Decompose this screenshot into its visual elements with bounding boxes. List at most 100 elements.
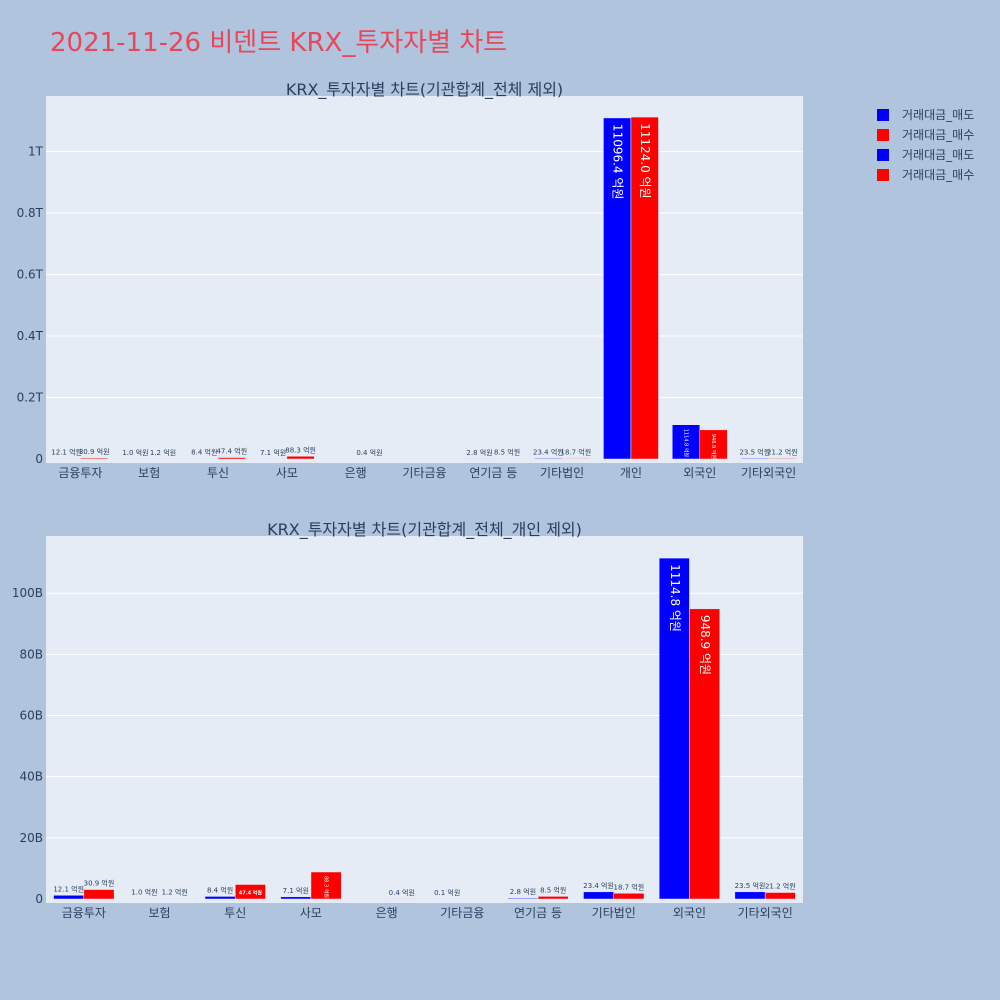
bar-sell [603,117,632,460]
y-tick-label: 100B [12,586,43,600]
y-tick-label: 60B [19,709,43,723]
x-tick-label: 사모 [300,906,322,920]
data-label: 11096.4 억원 [611,124,625,200]
data-label: 23.5 억원 [735,881,766,890]
x-tick-label: 투신 [207,466,229,480]
x-tick-label: 개인 [620,466,642,480]
x-tick-label: 금융투자 [58,466,102,480]
data-label: 2.8 억원 [466,448,492,457]
y-tick-label: 0 [35,452,43,466]
bar-buy [613,893,645,900]
data-label: 47.4 억원 [216,447,247,456]
bar-buy [630,116,659,460]
bar-sell [507,897,539,900]
data-label: 21.2 억원 [765,882,796,891]
chart-title: KRX_투자자별 차트(기관합계_전체 제외) [286,80,563,100]
bar-sell [53,895,85,900]
bar-buy [699,429,728,460]
page-title: 2021-11-26 비덴트 KRX_투자자별 차트 [50,28,508,58]
x-tick-label: 연기금 등 [469,466,517,480]
data-label: 8.5 억원 [540,885,566,894]
chart-bottom: KRX_투자자별 차트(기관합계_전체_개인 제외) 0 20B 40B 60B 80B 1… [12,520,803,920]
x-tick-label: 은행 [345,465,367,480]
data-label: 0.4 억원 [389,888,415,897]
data-label: 12.1 억원 [53,884,84,893]
legend-swatch [877,149,889,161]
x-tick-label: 보험 [149,906,171,920]
y-tick-label: 0.4T [17,329,44,343]
bar-buy [689,608,720,900]
data-label: 12.1 억원 [51,448,82,457]
data-label: 1.0 억원 [122,448,148,457]
data-label: 948.9 억원 [698,615,712,675]
data-label: 18.7 억원 [614,882,645,891]
legend-label: 거래대금_매수 [902,128,974,142]
chart-title: KRX_투자자별 차트(기관합계_전체_개인 제외) [267,520,582,540]
chart-top: KRX_투자자별 차트(기관합계_전체 제외) 0 0.2T 0.4T 0.6T 0.8T… [17,80,803,480]
data-label: 30.9 억원 [79,447,110,456]
x-tick-label: 보험 [138,466,160,480]
data-label: 948.9 억원 [710,434,717,460]
bar-buy [235,884,266,900]
y-tick-label: 0.6T [17,268,44,282]
data-label: 1.0 억원 [131,888,157,897]
bar-sell [583,891,614,900]
bar-sell [204,896,236,900]
x-tick-label: 기타외국인 [741,466,796,480]
bar-buy [537,896,569,900]
bar-buy [768,458,797,460]
data-label: 30.9 억원 [84,879,115,888]
bar-buy [217,457,246,460]
legend-swatch [877,109,889,121]
x-tick-label: 외국인 [683,466,716,480]
bar-sell [280,896,312,900]
data-label: 1.2 억원 [162,888,188,897]
data-label: 88.3 억원 [285,445,316,454]
x-tick-label: 투신 [224,906,246,920]
data-label: 8.4 억원 [191,448,217,457]
data-label: 0.1 억원 [434,888,460,897]
data-label: 23.4 억원 [533,447,564,456]
bar-sell [734,891,766,900]
x-tick-label: 기타법인 [592,906,636,920]
data-label: 1114.8 억원 [683,429,690,458]
bar-sell [534,458,563,460]
data-label: 8.4 억원 [207,885,233,894]
x-tick-label: 연기금 등 [514,906,562,920]
x-tick-label: 기타금융 [402,466,446,480]
data-label: 8.5 억원 [494,448,520,457]
data-label: 88.3 억원 [323,876,330,898]
x-tick-label: 외국인 [673,906,706,920]
y-tick-label: 0 [35,892,43,906]
data-label: 1.2 억원 [150,448,176,457]
y-tick-label: 80B [19,647,43,661]
bar-buy [80,457,109,460]
bar-buy [764,892,796,900]
x-tick-label: 기타금융 [440,906,484,920]
legend-label: 거래대금_매도 [902,148,974,162]
bar-buy [83,889,115,900]
data-label: 0.4 억원 [356,448,382,457]
bar-buy [561,458,590,460]
data-label: 21.2 억원 [767,447,798,456]
legend-label: 거래대금_매수 [902,168,974,182]
bar-buy [310,871,342,900]
data-label: 7.1 억원 [260,448,286,457]
y-tick-label: 1T [28,145,44,159]
legend-swatch [877,129,889,141]
data-label: 1114.8 억원 [668,564,682,632]
plot-area [46,96,803,463]
y-tick-label: 40B [19,770,43,784]
x-tick-label: 기타외국인 [738,906,793,920]
data-label: 11124.0 억원 [638,123,652,199]
legend-label: 거래대금_매도 [902,108,974,122]
bar-buy [286,456,315,460]
y-tick-label: 20B [19,831,43,845]
data-label: 23.4 억원 [583,881,614,890]
x-tick-label: 은행 [376,905,398,920]
x-tick-label: 사모 [276,466,298,480]
y-tick-label: 0.8T [17,206,44,220]
bar-sell [740,458,769,460]
